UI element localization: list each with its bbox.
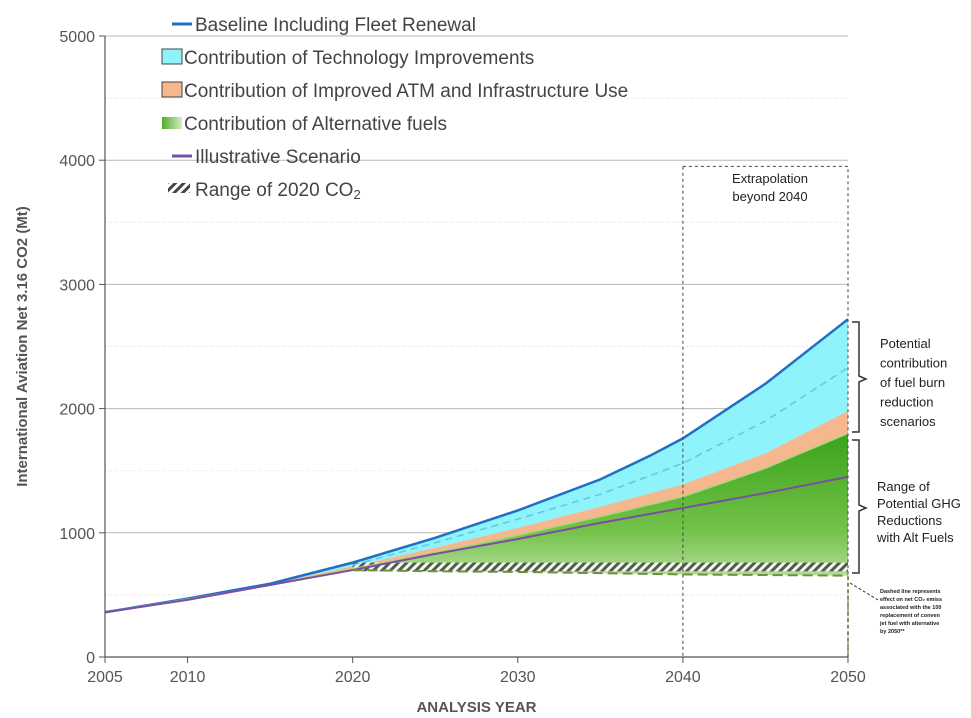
ghg-label: with Alt Fuels	[876, 530, 954, 545]
dashed-note-label: effect on net CO₂ emiss	[880, 597, 942, 603]
annotations: Extrapolation beyond 2040 Potential contrib…	[732, 171, 961, 635]
legend-label: Baseline Including Fleet Renewal	[195, 15, 476, 36]
x-tick-label: 2030	[500, 669, 536, 686]
legend-swatch	[168, 183, 190, 193]
legend-swatch	[161, 81, 183, 98]
illustrative-line	[104, 475, 849, 614]
dashed-note-label: associated with the 100	[880, 605, 941, 611]
x-axis-title: ANALYSIS YEAR	[416, 699, 536, 716]
legend-label: Contribution of Technology Improvements	[184, 48, 534, 69]
fuel-burn-label: reduction	[880, 395, 933, 410]
area-technology	[105, 319, 848, 613]
fuel-burn-label: of fuel burn	[880, 375, 945, 390]
range-2020-band	[352, 562, 848, 572]
fuel-burn-label: Potential	[880, 336, 931, 351]
legend-label: Illustrative Scenario	[195, 147, 361, 168]
legend-swatch	[161, 48, 183, 65]
fuel-burn-label: contribution	[880, 356, 947, 371]
ghg-label: Potential GHG	[877, 496, 961, 511]
dashed-alt-fuel-line	[352, 569, 849, 577]
y-tick-label: 2000	[59, 402, 95, 419]
dashed-note-label: jet fuel with alternative	[879, 621, 939, 627]
x-tick-label: 2010	[170, 669, 206, 686]
ghg-label: Range of	[877, 479, 930, 494]
x-tick-label: 2040	[665, 669, 701, 686]
extrapolation-label: beyond 2040	[732, 189, 807, 204]
dashed-note-label: Dashed line represents	[880, 589, 941, 595]
ghg-label: Reductions	[877, 513, 943, 528]
dashed-note-label: by 2050**	[880, 629, 905, 635]
x-tick-label: 2050	[830, 669, 866, 686]
dashed-note-label: replacement of conven	[880, 613, 941, 619]
y-axis-title: International Aviation Net 3.16 CO2 (Mt)	[14, 206, 31, 487]
tech-dashed-line	[352, 366, 849, 566]
legend-label: Range of 2020 CO2	[195, 180, 361, 202]
axes: 0 1000 2000 3000 4000 5000 2005 2010 2020 2030 204…	[14, 29, 866, 716]
baseline-line	[104, 318, 849, 614]
y-tick-label: 1000	[59, 526, 95, 543]
y-tick-label: 5000	[59, 29, 95, 46]
legend-label: Contribution of Improved ATM and Infrast…	[184, 81, 628, 102]
legend-swatch	[162, 117, 182, 129]
areas	[105, 319, 848, 613]
y-tick-label: 3000	[59, 277, 95, 294]
x-tick-label: 2020	[335, 669, 371, 686]
legend-label: Contribution of Alternative fuels	[184, 114, 447, 135]
fuel-burn-brace	[852, 321, 868, 433]
y-tick-label: 0	[86, 650, 95, 667]
ghg-brace	[852, 439, 868, 574]
y-tick-label: 4000	[59, 153, 95, 170]
legend: Baseline Including Fleet Renewal Contribu…	[161, 15, 628, 202]
extrapolation-label: Extrapolation	[732, 171, 808, 186]
note-pointer	[849, 582, 879, 601]
fuel-burn-label: scenarios	[880, 414, 936, 429]
x-tick-label: 2005	[87, 669, 123, 686]
